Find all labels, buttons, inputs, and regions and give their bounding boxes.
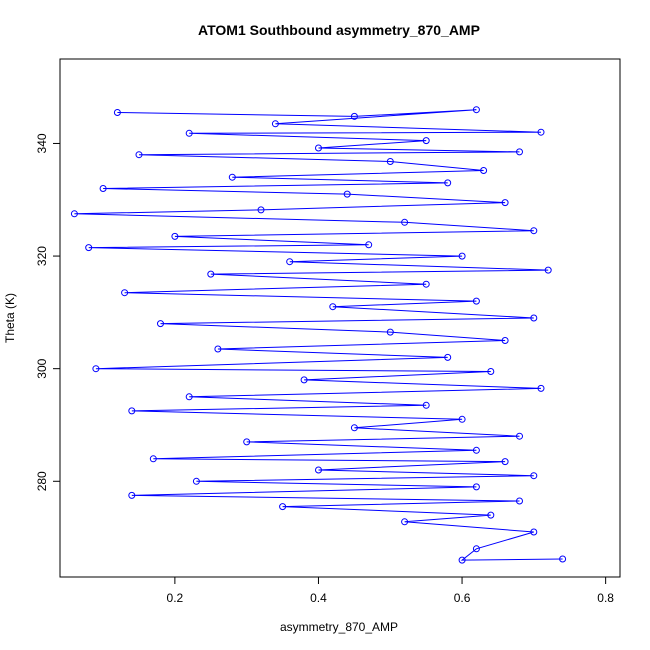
- data-point: [185, 393, 193, 401]
- data-point: [243, 438, 251, 446]
- data-point: [315, 144, 322, 152]
- data-point: [128, 407, 136, 415]
- data-point: [501, 199, 509, 207]
- data-point: [422, 137, 430, 145]
- data-point: [135, 151, 143, 159]
- data-point: [559, 555, 567, 563]
- series-line: [74, 109, 563, 561]
- data-point: [501, 458, 509, 466]
- data-point: [401, 218, 409, 226]
- data-point: [530, 528, 538, 536]
- data-point: [128, 491, 136, 499]
- data-point: [113, 109, 121, 116]
- data-point: [530, 314, 538, 322]
- data-point: [458, 556, 466, 564]
- x-axis-label: asymmetry_870_AMP: [280, 620, 398, 634]
- data-point: [422, 280, 430, 288]
- data-point: [149, 455, 157, 463]
- y-axis: 280 300 320 340: [35, 133, 60, 491]
- data-point: [472, 106, 480, 114]
- y-tick-label: 280: [35, 471, 49, 491]
- data-point: [365, 241, 373, 249]
- data-point: [458, 415, 466, 423]
- data-point: [286, 258, 294, 266]
- data-point: [487, 368, 495, 375]
- data-point: [516, 432, 523, 440]
- data-point: [501, 337, 509, 344]
- data-point: [444, 179, 452, 187]
- data-point: [315, 466, 322, 474]
- data-point: [329, 303, 337, 311]
- data-point: [192, 477, 200, 485]
- data-point: [343, 190, 351, 198]
- data-point: [472, 297, 480, 305]
- data-point: [530, 472, 538, 480]
- data-point: [386, 328, 394, 336]
- plot-frame: [59, 58, 621, 578]
- data-point: [544, 266, 552, 274]
- data-point: [472, 545, 480, 553]
- data-point: [207, 270, 215, 278]
- data-point: [458, 252, 466, 260]
- x-tick-label: 0.8: [597, 591, 614, 605]
- x-axis: 0.2 0.4 0.6 0.8: [167, 577, 614, 605]
- data-point: [171, 232, 179, 240]
- data-point: [422, 401, 430, 409]
- data-point: [121, 289, 129, 297]
- data-point: [228, 173, 236, 181]
- data-point: [444, 353, 452, 361]
- x-tick-label: 0.4: [310, 591, 327, 605]
- data-point: [537, 384, 545, 392]
- y-axis-label: Theta (K): [3, 293, 17, 343]
- data-point: [300, 376, 308, 384]
- chart-title: ATOM1 Southbound asymmetry_870_AMP: [198, 22, 480, 38]
- data-point: [157, 320, 164, 328]
- y-tick-label: 320: [35, 246, 49, 266]
- data-point: [401, 518, 409, 526]
- data-point: [472, 446, 480, 454]
- data-point: [350, 112, 358, 120]
- data-point: [279, 503, 287, 511]
- x-tick-label: 0.2: [167, 591, 184, 605]
- data-point: [99, 185, 107, 192]
- x-tick-label: 0.6: [454, 591, 471, 605]
- data-point: [185, 129, 193, 137]
- y-tick-label: 300: [35, 358, 49, 378]
- data-point: [537, 128, 545, 136]
- data-point: [214, 345, 222, 353]
- data-point: [85, 244, 93, 252]
- data-point: [271, 120, 279, 128]
- data-point: [350, 424, 358, 432]
- data-point: [530, 227, 538, 235]
- y-tick-label: 340: [35, 133, 49, 153]
- data-point: [257, 206, 265, 214]
- data-point: [480, 167, 488, 174]
- data-layer: [70, 106, 567, 564]
- data-point: [487, 511, 495, 519]
- data-point: [386, 158, 394, 165]
- data-point: [516, 148, 523, 156]
- data-point: [516, 497, 523, 505]
- data-point: [70, 210, 78, 218]
- data-point: [92, 365, 100, 373]
- data-point: [472, 483, 480, 491]
